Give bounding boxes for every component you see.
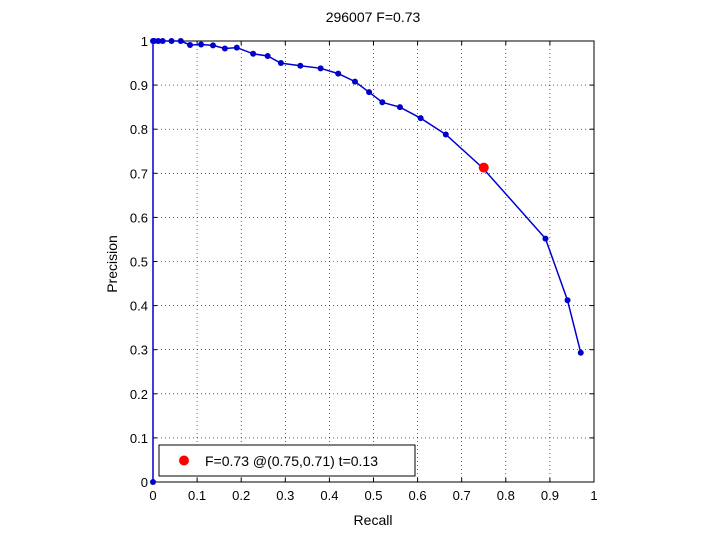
x-tick-label: 0.9 [541, 488, 559, 503]
data-point [177, 38, 184, 44]
legend-box [158, 444, 416, 477]
data-point [442, 131, 449, 138]
data-point [542, 235, 549, 242]
x-tick-label: 0 [149, 488, 156, 503]
y-tick-label: 0.5 [130, 255, 148, 270]
y-tick-label: 0.9 [130, 78, 148, 93]
y-tick-label: 0.1 [130, 431, 148, 446]
y-tick-label: 0.3 [130, 343, 148, 358]
data-point [209, 42, 216, 49]
y-tick-label: 0.4 [130, 299, 148, 314]
highlight-layer [478, 162, 489, 173]
data-point [297, 62, 304, 69]
x-tick-label: 0.6 [409, 488, 427, 503]
data-point [168, 38, 175, 44]
data-point [159, 38, 166, 44]
data-point [351, 78, 358, 85]
y-tick-label: 0 [141, 475, 148, 490]
data-point [221, 45, 228, 52]
data-point [564, 297, 571, 304]
data-point [366, 89, 373, 96]
data-point [577, 349, 584, 356]
x-tick-label: 0.5 [364, 488, 382, 503]
data-point [379, 99, 386, 106]
data-point [150, 479, 156, 485]
data-point [396, 104, 403, 111]
data-point [250, 50, 257, 57]
best-f-point [478, 162, 489, 173]
y-tick-labels: 0 0.1 0.2 0.3 0.4 0.5 0.6 0.7 0.8 0.9 1 [130, 34, 148, 490]
y-tick-label: 1 [141, 34, 148, 49]
x-tick-labels: 0 0.1 0.2 0.3 0.4 0.5 0.6 0.7 0.8 0.9 1 [149, 488, 597, 503]
x-tick-label: 0.1 [188, 488, 206, 503]
data-point [155, 38, 162, 44]
x-tick-label: 0.8 [497, 488, 515, 503]
data-point [264, 52, 271, 59]
x-tick-label: 0.7 [453, 488, 471, 503]
data-point [317, 65, 324, 72]
y-tick-label: 0.7 [130, 166, 148, 181]
data-point [233, 44, 240, 51]
y-tick-label: 0.2 [130, 387, 148, 402]
chart-title: 296007 F=0.73 [326, 9, 421, 25]
legend: F=0.73 @(0.75,0.71) t=0.13 [158, 444, 416, 477]
series-line [152, 40, 582, 482]
data-point [335, 70, 342, 77]
grid [153, 41, 594, 482]
data-point [277, 60, 284, 67]
y-tick-label: 0.8 [130, 122, 148, 137]
legend-label: F=0.73 @(0.75,0.71) t=0.13 [205, 453, 378, 469]
data-point [417, 115, 424, 122]
y-axis-label: Precision [104, 235, 120, 293]
axis-ticks [152, 40, 595, 483]
x-tick-label: 0.4 [320, 488, 338, 503]
data-point [187, 41, 194, 48]
x-tick-label: 0.2 [232, 488, 250, 503]
x-tick-label: 1 [590, 488, 597, 503]
data-point [198, 41, 205, 48]
x-axis-label: Recall [354, 512, 393, 528]
y-tick-label: 0.6 [130, 210, 148, 225]
x-tick-label: 0.3 [276, 488, 294, 503]
series-layer [150, 38, 584, 485]
legend-marker [179, 455, 189, 466]
